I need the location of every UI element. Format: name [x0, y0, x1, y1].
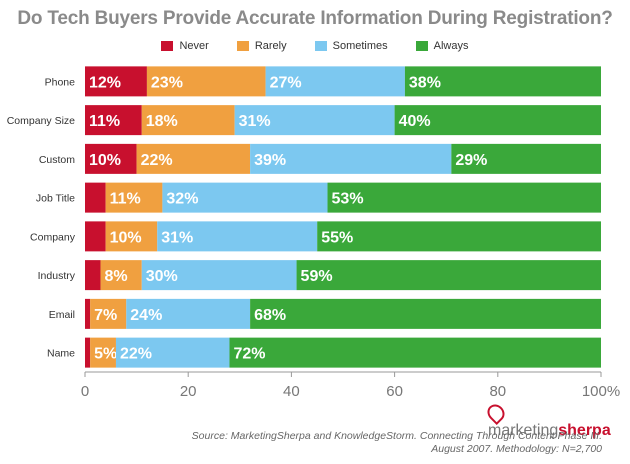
data-label: 5%: [94, 346, 117, 363]
bar-sometimes-2: [250, 143, 452, 174]
data-label: 53%: [332, 191, 364, 208]
bar-rarely-7: [90, 337, 116, 368]
category-label: Company: [30, 231, 76, 243]
category-label: Job Title: [36, 193, 75, 205]
legend-label-always: Always: [433, 40, 469, 52]
data-label: 68%: [254, 307, 286, 324]
bar-sometimes-7: [115, 337, 230, 368]
legend-item-sometimes: Sometimes: [314, 38, 388, 54]
x-tick-label: 60: [386, 383, 403, 400]
bar-rarely-2: [136, 143, 251, 174]
bar-sometimes-6: [126, 298, 251, 329]
legend-swatch-rarely: [236, 41, 249, 51]
category-label: Email: [49, 309, 75, 321]
bar-rarely-0: [146, 66, 266, 97]
bar-sometimes-4: [157, 221, 318, 252]
data-label: 72%: [233, 346, 265, 363]
category-label: Phone: [45, 76, 76, 88]
bar-sometimes-5: [141, 260, 297, 291]
data-label: 55%: [321, 229, 353, 246]
data-label: 27%: [270, 74, 302, 91]
bar-never-6: [85, 298, 91, 329]
x-tick-label: 40: [283, 383, 300, 400]
brand-suffix: sherpa: [558, 422, 611, 440]
bar-always-5: [296, 260, 601, 291]
data-label: 11%: [110, 191, 141, 208]
data-label: 10%: [89, 152, 121, 169]
data-label: 30%: [146, 268, 178, 285]
bar-never-1: [85, 105, 142, 136]
data-label: 8%: [104, 268, 127, 285]
source-note: Source: MarketingSherpa and KnowledgeSto…: [182, 430, 602, 456]
bar-always-1: [394, 105, 601, 136]
source-line-1: Source: MarketingSherpa and KnowledgeSto…: [191, 430, 602, 442]
data-label: 32%: [166, 191, 198, 208]
bar-always-2: [451, 143, 601, 174]
data-label: 29%: [455, 152, 487, 169]
bar-always-7: [229, 337, 602, 368]
x-tick-label: 20: [180, 383, 197, 400]
data-label: 11%: [89, 113, 120, 130]
data-label: 22%: [120, 346, 152, 363]
bar-always-6: [250, 298, 601, 329]
data-label: 7%: [94, 307, 117, 324]
bar-rarely-1: [141, 105, 235, 136]
data-label: 18%: [146, 113, 178, 130]
bar-always-4: [317, 221, 601, 252]
data-label: 12%: [89, 74, 121, 91]
legend-swatch-sometimes: [314, 41, 327, 51]
bar-never-7: [85, 337, 91, 368]
data-label: 38%: [409, 74, 441, 91]
brand-logo: marketingsherpa: [483, 400, 630, 440]
data-label: 23%: [151, 74, 183, 91]
category-label: Industry: [38, 270, 76, 282]
bar-never-4: [85, 221, 106, 252]
bar-never-2: [85, 143, 137, 174]
brand-prefix: marketing: [488, 422, 559, 440]
data-label: 59%: [301, 268, 333, 285]
category-label: Custom: [39, 154, 75, 166]
bar-always-3: [327, 182, 601, 213]
bar-never-3: [85, 182, 106, 213]
legend: Never Rarely Sometimes Always: [0, 38, 630, 54]
data-label: 24%: [130, 307, 162, 324]
bar-rarely-6: [90, 298, 127, 329]
bar-sometimes-1: [234, 105, 395, 136]
legend-label-rarely: Rarely: [254, 40, 287, 52]
bar-rarely-5: [100, 260, 142, 291]
legend-swatch-always: [415, 41, 428, 51]
legend-item-never: Never: [161, 38, 209, 54]
bar-never-5: [85, 260, 101, 291]
chart-title: Do Tech Buyers Provide Accurate Informat…: [17, 8, 613, 29]
bar-rarely-3: [105, 182, 163, 213]
data-label: 39%: [254, 152, 286, 169]
bar-sometimes-3: [162, 182, 328, 213]
legend-label-never: Never: [179, 40, 209, 52]
x-tick-label: 0: [81, 383, 89, 400]
bar-never-0: [85, 66, 147, 97]
x-tick-label: 100%: [582, 383, 620, 400]
legend-item-rarely: Rarely: [236, 38, 287, 54]
bar-always-0: [404, 66, 601, 97]
data-label: 31%: [239, 113, 271, 130]
category-label: Company Size: [7, 115, 75, 127]
legend-swatch-never: [161, 41, 174, 51]
source-line-2: August 2007. Methodology: N=2,700: [431, 443, 602, 455]
data-label: 31%: [161, 229, 193, 246]
bar-sometimes-0: [265, 66, 405, 97]
data-label: 22%: [141, 152, 173, 169]
bar-rarely-4: [105, 221, 158, 252]
data-label: 10%: [110, 229, 142, 246]
category-label: Name: [47, 348, 75, 360]
x-tick-label: 80: [489, 383, 506, 400]
legend-label-sometimes: Sometimes: [332, 40, 388, 52]
legend-item-always: Always: [415, 38, 469, 54]
data-label: 40%: [399, 113, 431, 130]
